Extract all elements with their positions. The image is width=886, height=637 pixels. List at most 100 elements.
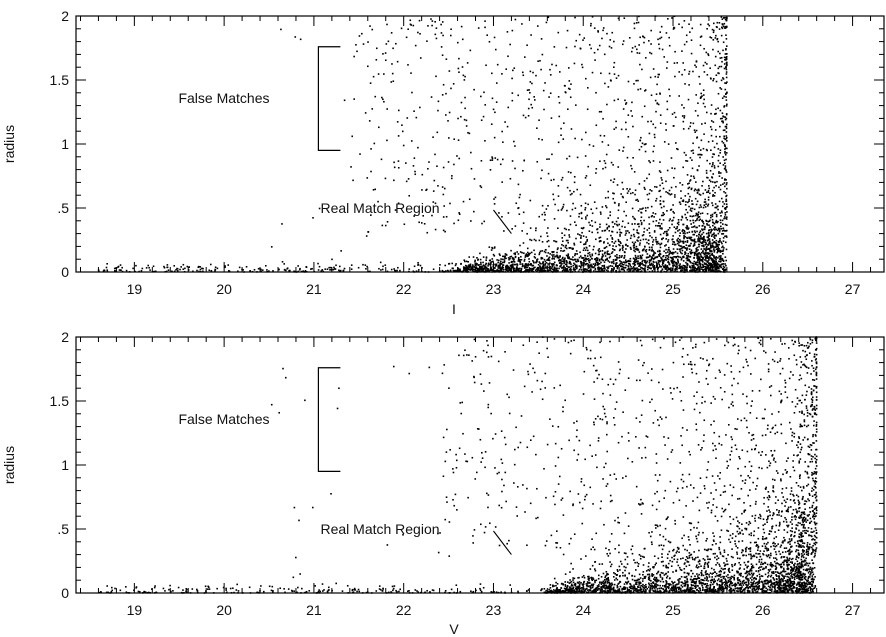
scatter-point	[687, 256, 689, 258]
scatter-point	[514, 18, 517, 21]
scatter-point	[546, 240, 549, 243]
scatter-point	[565, 239, 568, 242]
scatter-point	[723, 63, 726, 65]
scatter-point	[739, 567, 741, 569]
scatter-point	[488, 40, 491, 43]
scatter-point	[657, 73, 660, 76]
scatter-point	[361, 203, 364, 206]
scatter-point	[593, 201, 596, 203]
scatter-point	[685, 154, 687, 156]
scatter-point	[613, 201, 616, 204]
scatter-point	[610, 47, 613, 49]
scatter-point	[640, 223, 643, 226]
scatter-point	[678, 248, 681, 251]
scatter-point	[620, 193, 622, 195]
scatter-point	[723, 137, 725, 140]
scatter-point	[559, 71, 561, 73]
scatter-point	[188, 266, 190, 269]
scatter-point	[687, 252, 690, 255]
scatter-point	[566, 268, 569, 270]
scatter-point	[620, 260, 622, 263]
scatter-point	[787, 572, 790, 575]
scatter-point	[650, 52, 653, 55]
scatter-point	[713, 265, 716, 268]
scatter-point	[431, 214, 433, 217]
scatter-point	[511, 265, 513, 268]
scatter-point	[721, 27, 724, 30]
scatter-point	[618, 582, 620, 585]
scatter-point	[607, 270, 609, 273]
scatter-point	[711, 228, 713, 231]
scatter-point	[601, 256, 603, 258]
scatter-point	[711, 258, 713, 260]
scatter-point	[489, 159, 492, 162]
scatter-point	[702, 240, 705, 242]
scatter-point	[705, 257, 707, 260]
scatter-point	[520, 267, 523, 270]
scatter-point	[715, 543, 717, 545]
scatter-point	[505, 269, 508, 271]
scatter-point	[702, 270, 705, 273]
scatter-point	[469, 263, 472, 266]
scatter-point	[702, 147, 705, 150]
scatter-point	[458, 213, 461, 216]
scatter-point	[434, 20, 436, 23]
scatter-point	[762, 585, 765, 588]
scatter-point	[589, 224, 592, 226]
scatter-point	[772, 545, 775, 547]
scatter-point	[775, 591, 777, 594]
scatter-point	[644, 89, 647, 91]
scatter-point	[335, 264, 337, 267]
scatter-point	[367, 65, 369, 68]
scatter-point	[565, 46, 568, 49]
scatter-point	[575, 590, 578, 593]
scatter-point	[577, 258, 579, 261]
scatter-point	[610, 79, 612, 82]
scatter-point	[387, 40, 390, 43]
scatter-point	[530, 251, 533, 254]
scatter-point	[417, 31, 419, 34]
scatter-point	[811, 506, 813, 509]
scatter-point	[682, 240, 685, 243]
scatter-point	[553, 240, 555, 242]
scatter-point	[577, 587, 580, 589]
scatter-point	[613, 192, 615, 195]
scatter-point	[809, 574, 811, 576]
scatter-point	[606, 266, 608, 268]
scatter-point	[639, 88, 642, 90]
scatter-point	[519, 263, 521, 265]
scatter-point	[644, 188, 646, 191]
scatter-point	[601, 253, 604, 256]
scatter-point	[703, 228, 706, 231]
scatter-point	[641, 142, 644, 145]
scatter-point	[629, 270, 631, 272]
scatter-point	[666, 169, 669, 172]
scatter-point	[658, 242, 660, 245]
scatter-point	[678, 238, 681, 241]
scatter-point	[625, 232, 627, 234]
scatter-point	[462, 200, 465, 203]
scatter-point	[634, 260, 636, 262]
scatter-point	[787, 580, 789, 583]
scatter-point	[734, 585, 736, 588]
scatter-point	[522, 211, 525, 214]
scatter-point	[520, 258, 523, 261]
scatter-point	[722, 237, 725, 239]
scatter-point	[770, 545, 772, 548]
scatter-point	[693, 244, 696, 246]
scatter-point	[695, 253, 698, 255]
scatter-point	[704, 268, 707, 270]
scatter-point	[793, 436, 796, 438]
scatter-point	[722, 263, 725, 265]
scatter-point	[589, 269, 592, 272]
scatter-point	[390, 32, 393, 34]
scatter-point	[648, 254, 651, 257]
scatter-point	[496, 259, 498, 261]
scatter-point	[371, 28, 374, 31]
scatter-point	[696, 137, 698, 139]
scatter-point	[638, 251, 641, 253]
scatter-point	[544, 82, 546, 84]
scatter-point	[575, 224, 577, 227]
scatter-point	[603, 267, 606, 269]
scatter-point	[569, 270, 572, 273]
